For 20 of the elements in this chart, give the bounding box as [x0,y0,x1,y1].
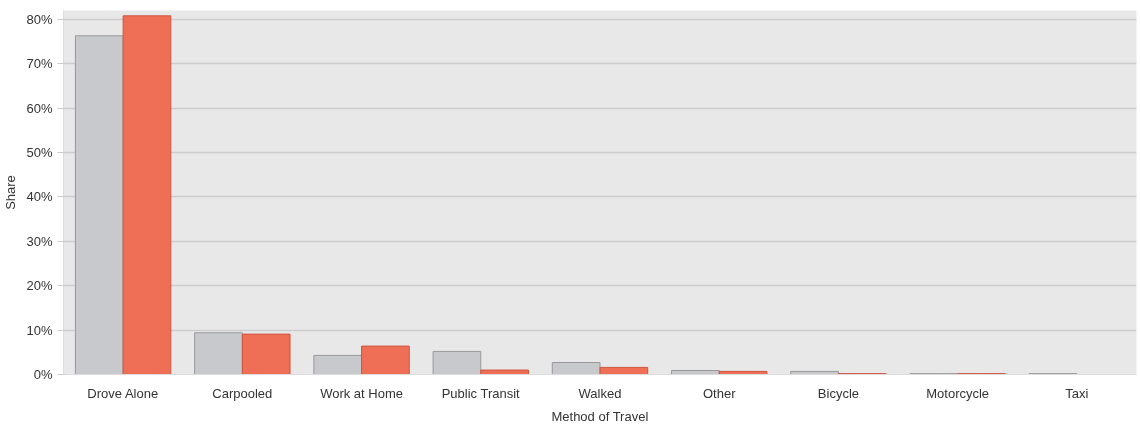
y-tick-label: 0% [33,367,53,382]
y-tick-label: 80% [26,11,53,27]
x-tick-label: Walked [578,385,622,401]
y-tick-label: 40% [26,189,53,205]
x-tick-label: Carpooled [212,385,273,401]
y-tick-label: 70% [26,56,53,72]
y-tick-label: 10% [26,322,53,338]
x-tick-label: Other [702,385,737,401]
y-tick-label: 20% [26,278,53,294]
x-tick-label: Bicycle [817,385,860,401]
y-tick-label: 50% [26,145,53,161]
x-axis-title: Method of Travel [551,408,649,424]
x-tick-label: Motorcycle [926,385,990,401]
x-tick-label: Work at Home [320,385,403,401]
x-tick-label: Taxi [1065,385,1089,401]
x-tick-label: Drove Alone [87,385,159,401]
x-tick-label: Public Transit [441,385,521,401]
y-tick-label: 30% [26,233,53,249]
y-tick-label: 60% [26,100,53,116]
y-axis-title: Share [3,175,19,210]
